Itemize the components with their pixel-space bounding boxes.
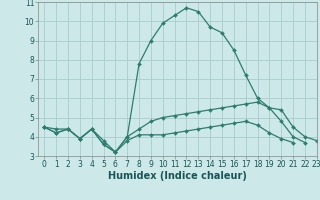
- X-axis label: Humidex (Indice chaleur): Humidex (Indice chaleur): [108, 171, 247, 181]
